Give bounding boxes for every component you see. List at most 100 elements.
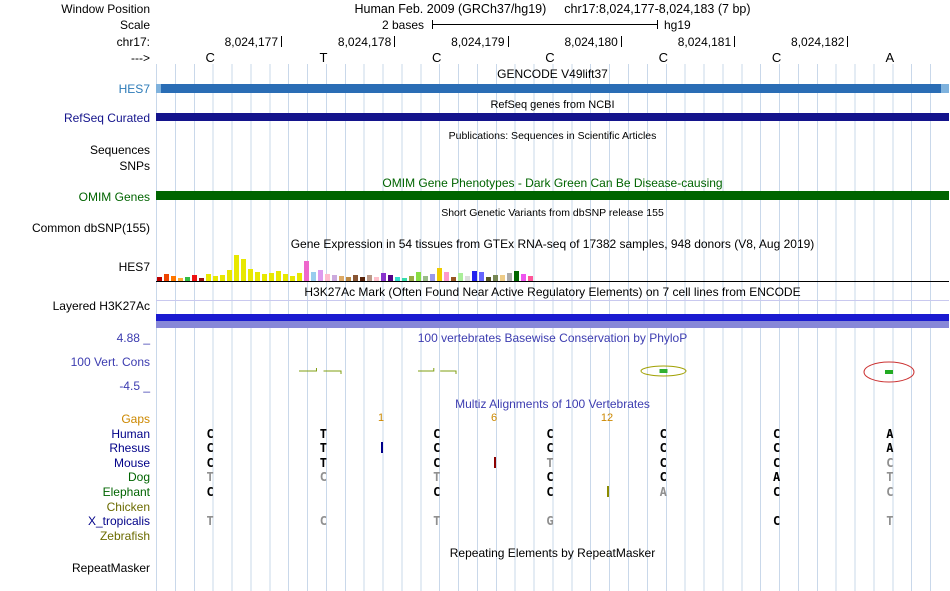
alignment-base: C	[546, 485, 554, 499]
species-label-elephant[interactable]: Elephant	[102, 485, 150, 499]
phylop-min-value: -4.5 _	[119, 379, 150, 393]
alignment-base: T	[206, 470, 214, 484]
gtex-expression-bar	[416, 272, 421, 281]
ruler-tick	[281, 36, 282, 47]
gtex-expression-bar	[199, 278, 204, 281]
scale-bar	[432, 20, 658, 29]
gtex-expression-bar	[367, 275, 372, 281]
track-label-refseq-curated[interactable]: RefSeq Curated	[63, 111, 150, 125]
species-label-mouse[interactable]: Mouse	[113, 456, 150, 470]
gene-item-refseq-curated[interactable]	[156, 113, 949, 121]
gene-item-omim[interactable]	[156, 191, 949, 200]
ruler-base: C	[771, 50, 782, 65]
scale-label: Scale	[119, 18, 150, 32]
repeatmasker-title[interactable]: Repeating Elements by RepeatMasker	[449, 546, 656, 560]
alignment-base: C	[319, 470, 328, 484]
ruler-base: C	[545, 50, 555, 65]
alignment-base: C	[772, 456, 781, 470]
species-label-zebrafish[interactable]: Zebrafish	[99, 529, 150, 543]
alignment-gap-count: 12	[600, 412, 614, 424]
window-position-label: Window Position	[61, 2, 150, 16]
gtex-expression-bar	[220, 275, 225, 281]
species-label-human[interactable]: Human	[111, 427, 150, 441]
h3k27ac-signal-purple[interactable]	[156, 321, 949, 328]
alignment-base: T	[319, 427, 328, 441]
ruler-coordinate: 8,024,182	[791, 35, 845, 49]
ruler-coordinate: 8,024,181	[677, 35, 732, 49]
alignment-base: T	[433, 514, 441, 528]
gene-item-hes7-gencode[interactable]	[156, 84, 949, 93]
alignment-base: C	[772, 514, 781, 528]
alignment-base: T	[319, 441, 328, 455]
phylop-title[interactable]: 100 vertebrates Basewise Conservation by…	[417, 331, 688, 345]
gtex-expression-bar	[290, 276, 295, 281]
gtex-expression-bar	[171, 276, 176, 281]
publications-title[interactable]: Publications: Sequences in Scientific Ar…	[448, 130, 657, 142]
ruler-coordinate: 8,024,180	[564, 35, 618, 49]
alignment-base: C	[659, 427, 667, 441]
gtex-title[interactable]: Gene Expression in 54 tissues from GTEx …	[290, 237, 815, 251]
track-label-repeatmasker[interactable]: RepeatMasker	[71, 561, 150, 575]
ruler-base: A	[885, 50, 895, 65]
h3k27ac-title[interactable]: H3K27Ac Mark (Often Found Near Active Re…	[304, 285, 801, 299]
alignment-base: C	[206, 456, 214, 470]
h3k27ac-signal-hairline	[156, 300, 949, 301]
gtex-expression-bar	[423, 276, 428, 281]
ruler-coordinate: 8,024,177	[224, 35, 278, 49]
alignment-base: A	[886, 441, 894, 455]
alignment-insert-mark	[607, 486, 609, 497]
alignment-gap-count: 1	[377, 412, 385, 424]
phylop-signal-mark	[299, 368, 342, 374]
alignment-base: C	[659, 470, 667, 484]
gtex-expression-bar	[185, 277, 190, 281]
track-label-sequences[interactable]: Sequences	[89, 143, 150, 157]
species-label-x_tropicalis[interactable]: X_tropicalis	[87, 514, 150, 528]
ruler-base: C	[658, 50, 668, 65]
gtex-baseline	[156, 281, 949, 282]
gtex-expression-bar	[255, 272, 260, 281]
alignment-base: C	[206, 427, 214, 441]
track-label-omim-genes[interactable]: OMIM Genes	[78, 190, 150, 204]
gtex-expression-bar	[430, 274, 435, 281]
alignment-base: C	[206, 441, 214, 455]
track-label-common-dbsnp[interactable]: Common dbSNP(155)	[31, 221, 150, 235]
omim-title[interactable]: OMIM Gene Phenotypes - Dark Green Can Be…	[382, 176, 723, 190]
dbsnp-title[interactable]: Short Genetic Variants from dbSNP releas…	[441, 207, 664, 219]
species-label-dog[interactable]: Dog	[127, 470, 150, 484]
ruler-base: T	[319, 50, 328, 65]
gtex-expression-bar	[262, 274, 267, 281]
gtex-expression-bar	[318, 270, 323, 281]
track-label-gtex-hes7[interactable]: HES7	[118, 260, 150, 274]
gencode-title[interactable]: GENCODE V49lift37	[497, 67, 608, 81]
chrom-label: chr17:	[116, 35, 150, 49]
gtex-expression-bar	[472, 271, 477, 281]
gtex-expression-bar	[360, 277, 365, 281]
phylop-signal-mark	[640, 365, 687, 377]
gtex-expression-bar	[388, 275, 393, 281]
gtex-expression-bar	[346, 277, 351, 281]
ruler-coordinate: 8,024,179	[451, 35, 505, 49]
gtex-expression-bar	[241, 259, 246, 281]
alignment-base: C	[433, 427, 441, 441]
alignment-base: C	[546, 441, 554, 455]
multiz-gaps-label[interactable]: Gaps	[121, 412, 150, 426]
track-label-snps[interactable]: SNPs	[119, 159, 150, 173]
gtex-expression-bar	[234, 255, 239, 281]
gtex-expression-bar	[402, 278, 407, 281]
multiz-title[interactable]: Multiz Alignments of 100 Vertebrates	[455, 397, 650, 411]
alignment-base: C	[772, 427, 781, 441]
track-label-gencode-hes7[interactable]: HES7	[118, 82, 150, 96]
ruler-tick	[847, 36, 849, 47]
track-label-layered-h3k27ac[interactable]: Layered H3K27Ac	[52, 299, 150, 313]
position-range: chr17:8,024,177-8,024,183 (7 bp)	[564, 2, 751, 16]
refseq-title[interactable]: RefSeq genes from NCBI	[490, 99, 615, 111]
track-label-100-vert-cons[interactable]: 100 Vert. Cons	[70, 355, 150, 369]
gtex-expression-bar	[353, 275, 358, 281]
species-label-chicken[interactable]: Chicken	[106, 500, 150, 514]
alignment-base: A	[886, 427, 894, 441]
gtex-expression-bar	[227, 270, 232, 281]
position-header: Human Feb. 2009 (GRCh37/hg19) chr17:8,02…	[156, 2, 949, 16]
gtex-expression-bar	[465, 276, 470, 281]
h3k27ac-signal-blue[interactable]	[156, 314, 949, 321]
species-label-rhesus[interactable]: Rhesus	[109, 441, 150, 455]
